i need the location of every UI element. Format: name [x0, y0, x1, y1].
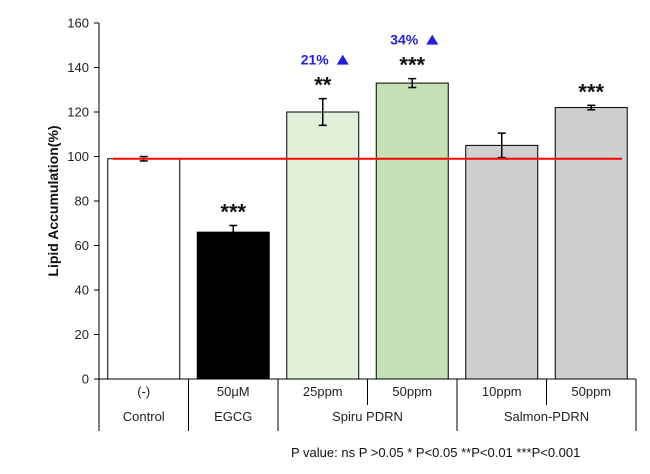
bar [465, 144, 539, 380]
significance-label: *** [220, 199, 246, 224]
y-tick-label: 80 [75, 194, 89, 209]
group-label: Control [123, 409, 165, 424]
bar [375, 82, 449, 380]
up-triangle-icon [336, 54, 349, 65]
y-tick-label: 0 [82, 372, 89, 387]
group-label: Spiru PDRN [332, 409, 403, 424]
y-tick-label: 40 [75, 283, 89, 298]
up-triangle-icon [426, 34, 439, 45]
dose-label: 50ppm [392, 384, 432, 399]
significance-label: *** [399, 53, 425, 78]
group-label: EGCG [214, 409, 252, 424]
dose-label: 50μM [217, 384, 250, 399]
y-tick-label: 20 [75, 327, 89, 342]
increase-label: 21% [301, 52, 330, 68]
dose-label: (-) [137, 384, 150, 399]
y-tick-label: 160 [67, 16, 89, 31]
bar [286, 111, 360, 380]
bar [554, 107, 628, 380]
lipid-accumulation-chart: Lipid Accumulation(%) 0 20 40 60 80 100 120 140… [45, 16, 637, 431]
significance-label: *** [578, 79, 604, 104]
y-tick-label: 120 [67, 105, 89, 120]
bar [196, 231, 270, 380]
y-tick-label: 140 [67, 60, 89, 75]
y-axis-label: Lipid Accumulation(%) [45, 125, 61, 276]
increase-label: 34% [390, 32, 419, 48]
p-value-footnote: P value: ns P >0.05 * P<0.05 **P<0.01 **… [291, 445, 581, 460]
y-tick-label: 60 [75, 238, 89, 253]
significance-label: ** [314, 73, 332, 98]
dose-label: 25ppm [303, 384, 343, 399]
group-label: Salmon-PDRN [504, 409, 589, 424]
y-tick-label: 100 [67, 149, 89, 164]
dose-label: 50ppm [571, 384, 611, 399]
dose-label: 10ppm [482, 384, 522, 399]
bar [107, 158, 181, 380]
